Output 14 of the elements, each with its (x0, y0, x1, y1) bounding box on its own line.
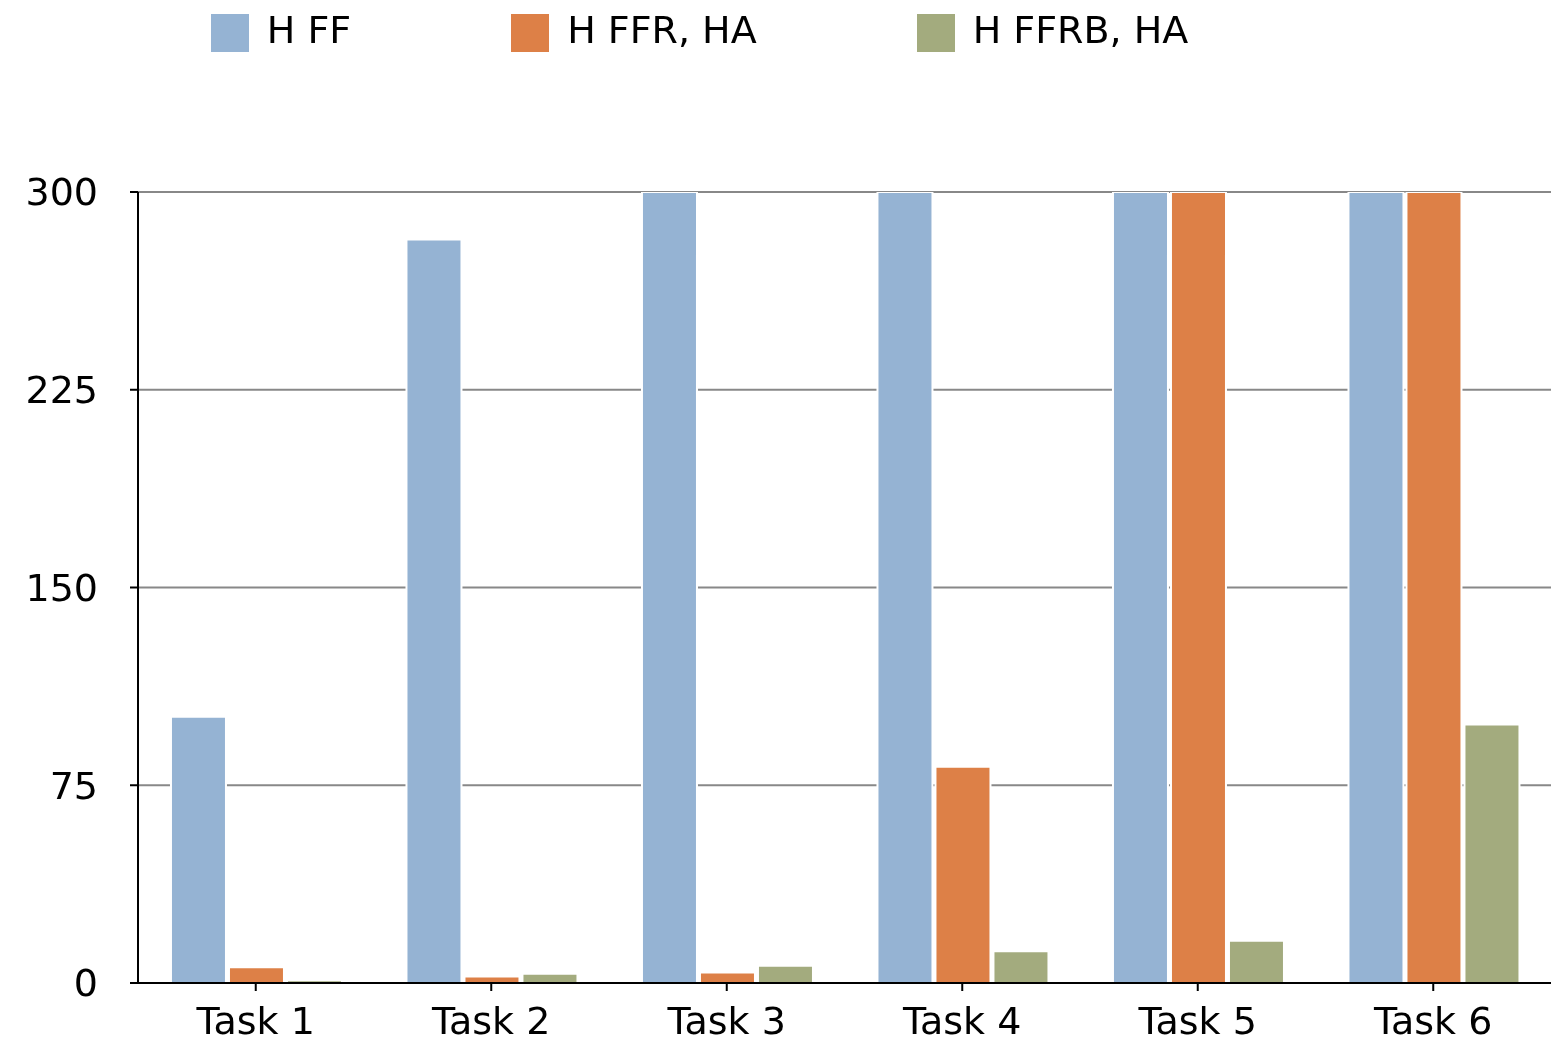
legend-label: H FFR, HA (567, 8, 757, 52)
legend-label: H FF (266, 8, 352, 52)
x-tick-label: Task 2 (431, 998, 551, 1043)
x-tick-label: Task 6 (1373, 998, 1493, 1043)
y-tick-label: 225 (25, 368, 98, 413)
y-tick-label: 0 (73, 961, 98, 1006)
y-tick-label: 75 (49, 763, 98, 808)
x-tick-label: Task 5 (1137, 998, 1257, 1043)
x-tick-label: Task 3 (666, 998, 786, 1043)
y-tick-label: 300 (25, 170, 98, 215)
legend-label: H FFRB, HA (972, 8, 1189, 52)
x-tick-label: Task 1 (195, 998, 315, 1043)
y-tick-label: 150 (25, 565, 98, 610)
x-tick-label: Task 4 (902, 998, 1022, 1043)
